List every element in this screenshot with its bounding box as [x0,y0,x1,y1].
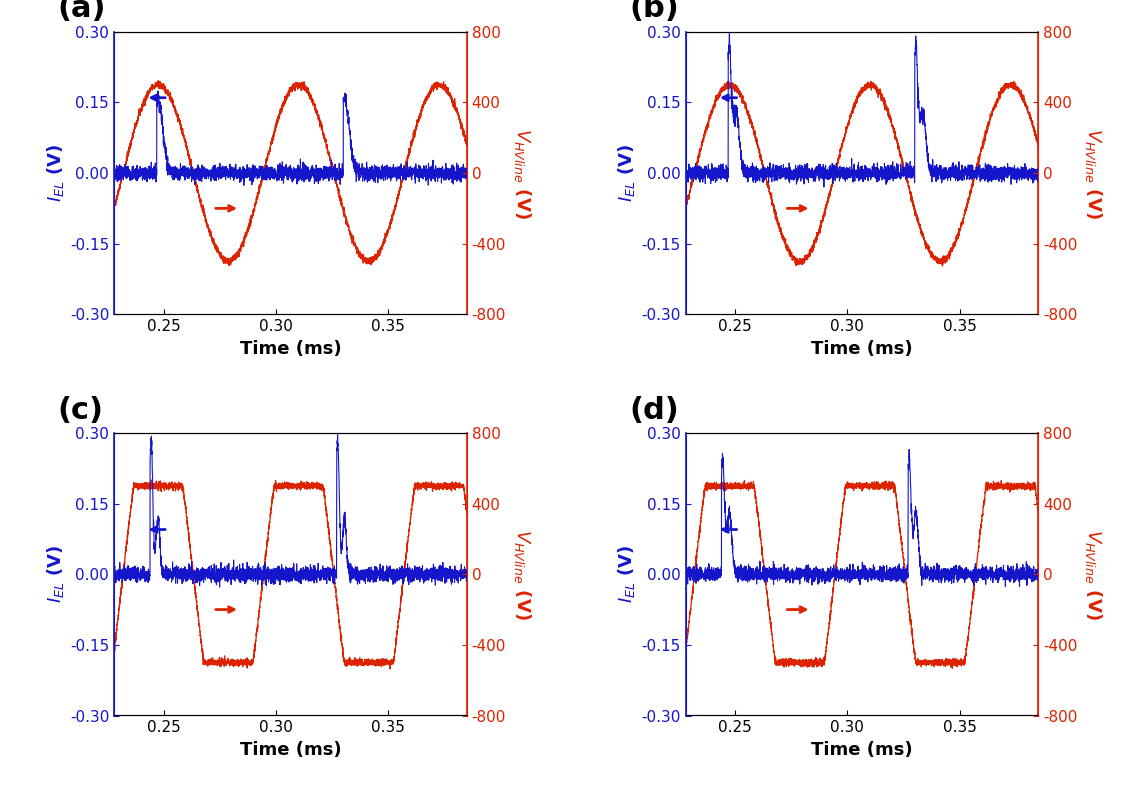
Y-axis label: $V_{HV line}$ (V): $V_{HV line}$ (V) [511,128,533,219]
Text: (b): (b) [629,0,679,23]
Y-axis label: $V_{HV line}$ (V): $V_{HV line}$ (V) [511,529,533,619]
Y-axis label: $\mathit{I}_{EL}$ (V): $\mathit{I}_{EL}$ (V) [616,545,637,603]
Text: (d): (d) [629,395,679,425]
Text: (a): (a) [58,0,106,23]
X-axis label: Time (ms): Time (ms) [240,741,341,759]
X-axis label: Time (ms): Time (ms) [811,741,913,759]
X-axis label: Time (ms): Time (ms) [240,339,341,358]
Y-axis label: $V_{HV line}$ (V): $V_{HV line}$ (V) [1083,128,1104,219]
Y-axis label: $\mathit{I}_{EL}$ (V): $\mathit{I}_{EL}$ (V) [44,545,66,603]
Y-axis label: $\mathit{I}_{EL}$ (V): $\mathit{I}_{EL}$ (V) [44,144,66,202]
Y-axis label: $V_{HV line}$ (V): $V_{HV line}$ (V) [1083,529,1104,619]
Y-axis label: $\mathit{I}_{EL}$ (V): $\mathit{I}_{EL}$ (V) [616,144,637,202]
Text: (c): (c) [58,395,104,425]
X-axis label: Time (ms): Time (ms) [811,339,913,358]
